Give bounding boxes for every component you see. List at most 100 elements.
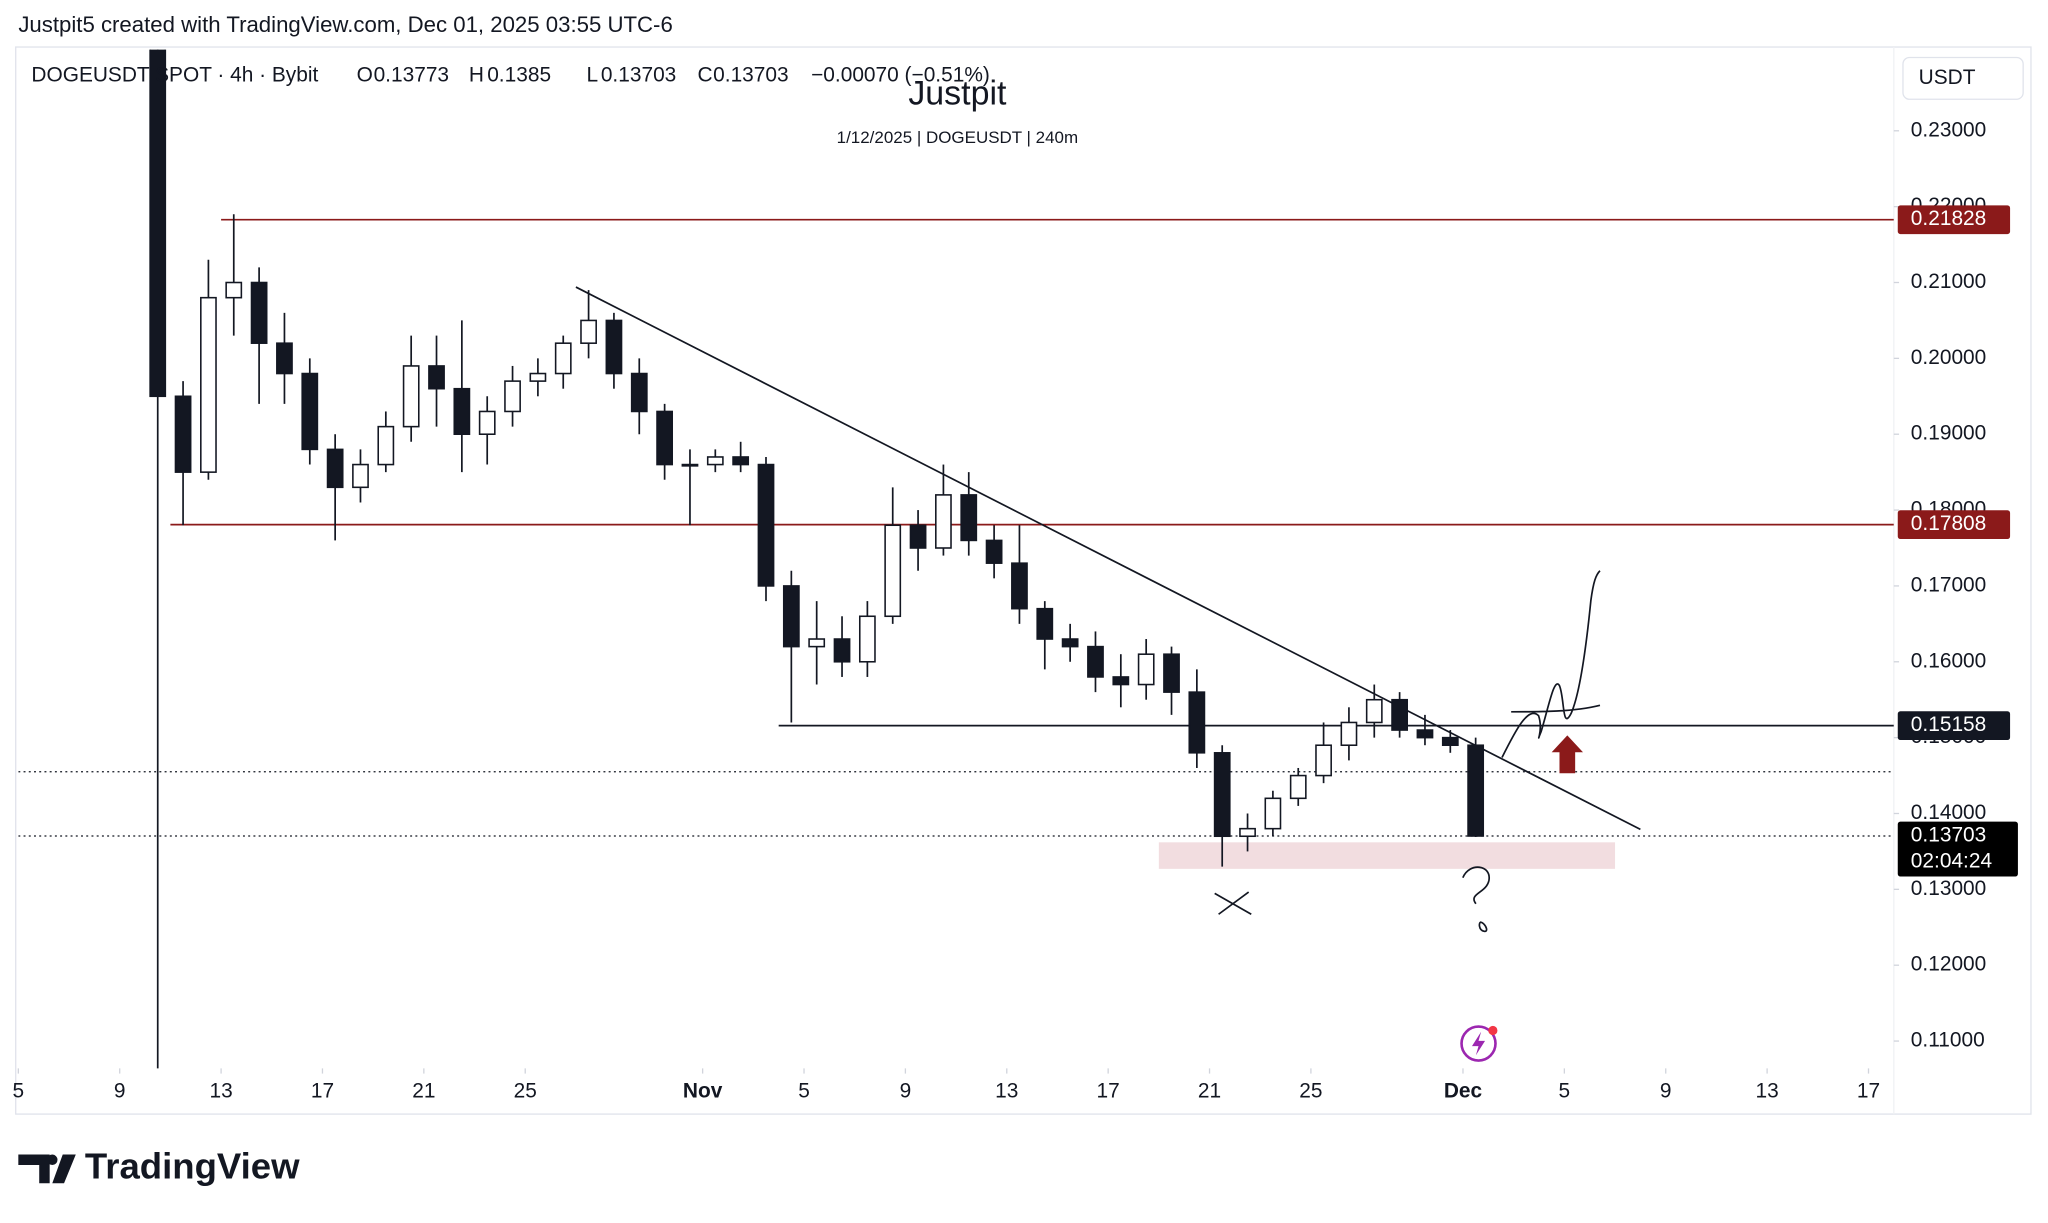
candle-body [1441, 736, 1459, 747]
candle-body [1188, 691, 1206, 754]
annotations [1214, 570, 1601, 933]
level-label-box [1897, 510, 2011, 540]
alert-bolt [1471, 1031, 1486, 1056]
open-label: O [357, 63, 373, 86]
y-tick-label: 0.12000 [1911, 953, 1986, 976]
credit: Justpit5 created with TradingView.com, D… [18, 12, 672, 37]
question-mark [1462, 866, 1490, 933]
open-value: 0.13773 [374, 63, 449, 86]
candle-body [985, 539, 1003, 564]
y-tick-label: 0.23000 [1911, 118, 1986, 141]
candle-body [782, 585, 800, 648]
level-label: 0.17808 [1911, 512, 1986, 535]
candle-body [1112, 676, 1130, 686]
brand-logo [18, 1154, 76, 1184]
x-tick-label: 5 [798, 1079, 810, 1102]
candle-body [1315, 744, 1332, 777]
candle-body [681, 463, 699, 467]
candle-body [1365, 698, 1383, 724]
change: −0.00070 (−0.51%) [811, 63, 990, 86]
candle-body [960, 494, 978, 542]
high-value: 0.1385 [487, 63, 551, 86]
currency: USDT [1919, 66, 1976, 89]
x-tick-label: Dec [1444, 1079, 1482, 1102]
y-tick-label: 0.16000 [1911, 649, 1986, 672]
candle-body [377, 425, 395, 466]
candle-body [630, 372, 648, 413]
currency-button[interactable] [1902, 56, 2024, 100]
candle-body [1213, 752, 1231, 838]
candle-body [1087, 645, 1104, 678]
plot-area [18, 49, 1894, 1069]
candle-body [935, 494, 952, 549]
x-tick-label: 25 [1299, 1079, 1322, 1102]
x-tick-label: 17 [1097, 1079, 1120, 1102]
candle-body [200, 296, 217, 473]
candle-body [276, 342, 293, 375]
alert-icon[interactable] [1460, 1025, 1497, 1062]
up-arrow [1551, 735, 1583, 774]
watermark: Justpit [908, 74, 1007, 112]
x-tick-label: 25 [514, 1079, 537, 1102]
x-tick-label: 9 [1660, 1079, 1672, 1102]
close-value: 0.13703 [713, 63, 788, 86]
candle-body [858, 615, 876, 663]
support-zone [1158, 842, 1616, 869]
candle-body [732, 456, 750, 466]
scribble [1501, 570, 1601, 758]
candle-body [428, 365, 445, 390]
x-tick-label: 21 [1198, 1079, 1221, 1102]
subtitle: 1/12/2025 | DOGEUSDT | 240m [837, 128, 1078, 147]
candle-body [1416, 729, 1434, 739]
candle-body [605, 319, 623, 375]
candle-body [833, 638, 851, 663]
level-label-box [1897, 205, 2011, 235]
candle-body [529, 372, 547, 382]
trendline [575, 286, 1641, 831]
candle-body [884, 524, 902, 618]
high-label: H [469, 63, 484, 86]
low-label: L [586, 63, 598, 86]
candle-body [504, 380, 521, 413]
brand: TradingView [85, 1146, 300, 1187]
x-tick-label: 5 [13, 1079, 25, 1102]
candle-body [909, 524, 927, 549]
chart-frame [15, 46, 2032, 1115]
candle-body [326, 448, 344, 489]
candle-body [1289, 774, 1307, 800]
x-tick-label: Nov [683, 1079, 723, 1102]
candle-body [174, 395, 192, 473]
candle-body [580, 319, 597, 344]
level-label: 0.15158 [1911, 713, 1986, 736]
candle-body [706, 456, 724, 466]
y-tick-label: 0.13000 [1911, 877, 1986, 900]
symbol: DOGEUSDT SPOT · 4h · Bybit [31, 63, 318, 86]
current-price-box [1897, 821, 2018, 877]
x-tick-label: 17 [1857, 1079, 1880, 1102]
countdown: 02:04:24 [1911, 850, 1992, 873]
candle-body [808, 638, 826, 648]
candle-body [1163, 653, 1180, 693]
x-mark [1214, 891, 1252, 915]
candle-body [1036, 607, 1054, 640]
x-tick-label: 9 [900, 1079, 912, 1102]
candle-body [250, 281, 268, 344]
alert-dot [1488, 1025, 1498, 1036]
candle-body [1239, 827, 1256, 838]
candle-body [656, 410, 674, 466]
axes: 0.110000.120000.130000.140000.150000.160… [13, 118, 2018, 1102]
low-value: 0.13703 [601, 63, 676, 86]
candle-body [301, 372, 319, 451]
candle-body [478, 410, 496, 435]
y-tick-label: 0.11000 [1911, 1029, 1985, 1052]
candle-body [453, 387, 471, 435]
level-label-box [1897, 711, 2011, 741]
current-price-label: 0.13703 [1911, 824, 1986, 847]
level-label: 0.21828 [1911, 207, 1986, 230]
candle-body [352, 463, 369, 489]
candle-body [1137, 653, 1155, 686]
x-tick-label: 5 [1559, 1079, 1571, 1102]
candle-body [1061, 638, 1079, 648]
